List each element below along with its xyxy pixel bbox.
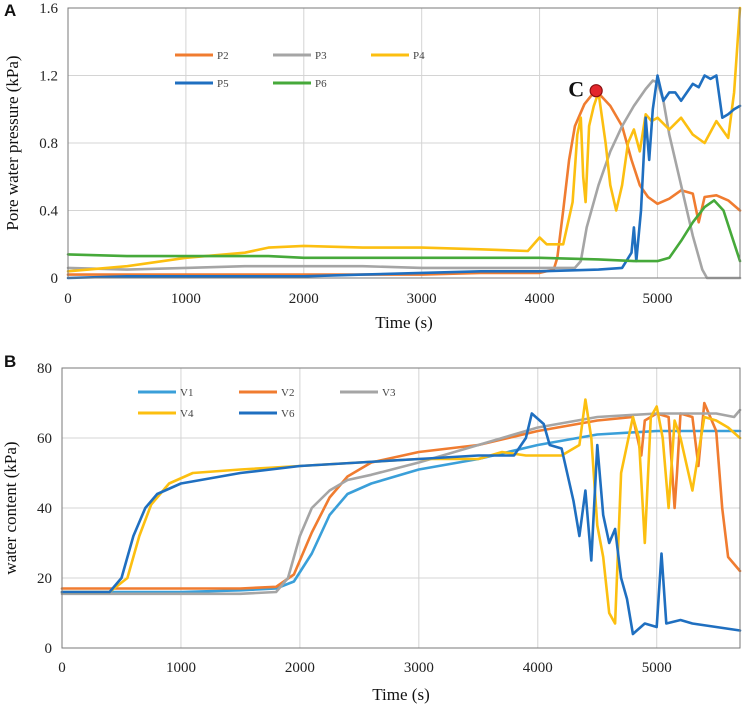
panel-b-y-axis-title: water content (kPa)	[1, 441, 20, 574]
series-line-p3	[66, 79, 742, 280]
annotation-marker-c	[589, 84, 603, 98]
legend-label-p4: P4	[413, 50, 425, 62]
series-line-p4	[66, 6, 742, 273]
panel-a-x-tick-label: 5000	[642, 291, 672, 307]
panel-b-x-tick-label: 4000	[523, 660, 553, 676]
panel-label-a: A	[4, 1, 16, 20]
panel-b-y-tick-label: 60	[37, 431, 52, 447]
legend-label-v1: V1	[180, 387, 193, 399]
panel-a-y-tick-label: 0.8	[39, 136, 58, 152]
panel-b-x-tick-label: 3000	[404, 660, 434, 676]
panel-a-x-axis-title: Time (s)	[375, 313, 432, 332]
panel-a-x-tick-label: 4000	[525, 291, 555, 307]
panel-a-x-tick-labels: 0 1000 2000 3000 4000 5000	[64, 291, 672, 307]
series-line-v4	[60, 398, 742, 625]
panel-a-y-tick-label: 0	[51, 271, 59, 287]
panel-b-series-lines	[60, 398, 742, 636]
legend-label-v2: V2	[281, 387, 294, 399]
panel-a-y-axis-title: Pore water pressure (kPa)	[3, 55, 22, 230]
series-line-p5	[66, 74, 742, 280]
series-line-p6	[66, 199, 742, 263]
panel-a-x-tick-label: 0	[64, 291, 72, 307]
panel-b-y-tick-label: 40	[37, 501, 52, 517]
series-line-v1	[60, 429, 742, 594]
annotation-label-c: C	[568, 77, 584, 102]
legend-label-p5: P5	[217, 78, 229, 90]
panel-b-y-tick-labels: 0 20 40 60 80	[37, 361, 52, 657]
panel-b-x-axis-title: Time (s)	[372, 685, 429, 704]
panel-a-x-tick-label: 2000	[289, 291, 319, 307]
panel-b-water-content-chart: B 0 1000 2000 3000 4000 5000 0 20 40 60 80 Time (…	[1, 352, 742, 704]
series-line-v6	[60, 412, 742, 636]
legend-label-p3: P3	[315, 50, 327, 62]
panel-b-y-tick-label: 80	[37, 361, 52, 377]
annotation-point-c: C	[568, 77, 603, 102]
legend-label-p6: P6	[315, 78, 327, 90]
panel-a-y-tick-label: 0.4	[39, 204, 58, 220]
series-line-v3	[60, 408, 742, 596]
panel-label-b: B	[4, 352, 16, 371]
panel-a-x-tick-label: 1000	[171, 291, 201, 307]
panel-b-gridlines	[62, 367, 740, 648]
panel-b-x-tick-label: 2000	[285, 660, 315, 676]
legend-label-p2: P2	[217, 50, 229, 62]
legend-label-v6: V6	[281, 408, 295, 420]
panel-a-pore-water-pressure-chart: A 0 1000 2000 3000 4000 5000 0 0.4 0.8 1.2 1.6 Ti…	[3, 1, 742, 332]
panel-b-plot-frame	[61, 367, 741, 649]
panel-b-x-tick-label: 1000	[166, 660, 196, 676]
panel-a-plot-frame	[67, 7, 741, 279]
panel-a-y-tick-label: 1.2	[39, 69, 58, 85]
panel-b-x-tick-label: 5000	[642, 660, 672, 676]
legend-label-v3: V3	[382, 387, 396, 399]
panel-b-legend: V1 V2 V3 V4 V6	[138, 387, 396, 420]
panel-b-y-tick-label: 20	[37, 571, 52, 587]
panel-a-legend: P2 P3 P4 P5 P6	[175, 50, 425, 90]
panel-b-x-tick-labels: 0 1000 2000 3000 4000 5000	[58, 660, 671, 676]
panel-a-y-tick-label: 1.6	[39, 1, 58, 17]
panel-b-y-tick-label: 0	[45, 641, 53, 657]
panel-a-y-tick-labels: 0 0.4 0.8 1.2 1.6	[39, 1, 58, 287]
panel-b-x-tick-label: 0	[58, 660, 66, 676]
legend-label-v4: V4	[180, 408, 194, 420]
panel-a-x-tick-label: 3000	[407, 291, 437, 307]
panel-a-series-lines	[66, 6, 742, 280]
